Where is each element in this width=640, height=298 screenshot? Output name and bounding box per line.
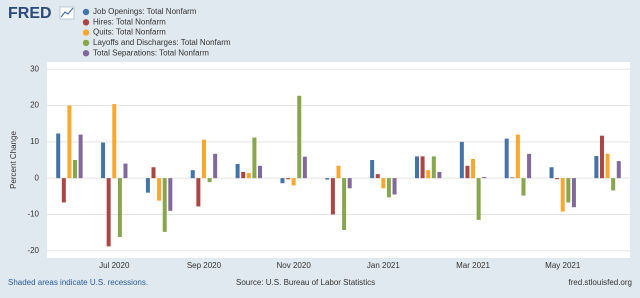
bar <box>381 178 386 189</box>
bar <box>56 133 61 179</box>
bar <box>168 178 173 211</box>
legend-label: Layoffs and Discharges: Total Nonfarm <box>93 38 231 47</box>
x-tick-label: Sep 2020 <box>187 261 222 270</box>
bar <box>336 165 341 179</box>
x-tick-label: Jan 2021 <box>367 261 400 270</box>
bar <box>157 178 162 201</box>
legend-marker <box>82 29 90 36</box>
bar <box>594 156 599 179</box>
bar <box>347 178 352 189</box>
x-tick-label: Nov 2020 <box>277 261 312 270</box>
x-tick-label: May 2021 <box>545 261 581 270</box>
bar <box>151 167 156 179</box>
bar <box>61 178 66 203</box>
bar <box>504 138 509 179</box>
bar <box>437 171 442 179</box>
bar <box>370 160 375 179</box>
x-tick-label: Mar 2021 <box>456 261 490 270</box>
bar <box>414 156 419 179</box>
bar <box>325 178 330 180</box>
legend-marker <box>82 19 90 26</box>
y-tick-label: -10 <box>27 210 39 219</box>
bar <box>566 178 571 203</box>
y-tick-label: 10 <box>30 137 39 146</box>
bar <box>521 178 526 196</box>
bar <box>196 178 201 207</box>
bar <box>78 134 83 179</box>
brand-icon <box>59 6 75 20</box>
bar <box>476 178 481 220</box>
y-tick-label: 20 <box>30 101 39 110</box>
bar <box>482 177 487 179</box>
brand-logo: FRED <box>8 5 52 22</box>
legend-label: Job Openings: Total Nonfarm <box>93 7 197 16</box>
bar <box>190 170 195 179</box>
x-tick-label: Jul 2020 <box>99 261 130 270</box>
bar <box>392 178 397 195</box>
plot-area <box>47 62 630 258</box>
bar <box>123 163 128 179</box>
legend-label: Hires: Total Nonfarm <box>93 17 166 26</box>
bar <box>431 156 436 179</box>
bar <box>213 153 218 179</box>
bar <box>201 139 206 179</box>
legend-marker <box>82 50 90 57</box>
y-tick-label: 30 <box>30 64 39 73</box>
bar <box>101 142 106 179</box>
bar <box>375 174 380 179</box>
bar <box>420 156 425 179</box>
bar <box>571 178 576 208</box>
bar <box>258 165 263 179</box>
bar <box>297 95 302 179</box>
bar <box>73 160 78 179</box>
bar <box>112 104 117 179</box>
bar <box>246 173 251 179</box>
bar <box>616 161 621 179</box>
legend-marker <box>82 39 90 47</box>
bar <box>386 178 391 198</box>
site-url: fred.stlouisfed.org <box>568 278 632 287</box>
bar <box>515 134 520 179</box>
recession-note: Shaded areas indicate U.S. recessions. <box>8 278 148 287</box>
y-tick-label: -20 <box>27 246 39 255</box>
bar <box>252 137 257 179</box>
source-note: Source: U.S. Bureau of Labor Statistics <box>236 278 375 287</box>
bar <box>549 167 554 179</box>
bar <box>599 135 604 179</box>
bar <box>162 178 167 232</box>
bar <box>510 177 515 179</box>
bar <box>280 178 285 184</box>
legend-label: Total Separations: Total Nonfarm <box>93 48 209 57</box>
bar <box>235 163 240 179</box>
bar <box>555 178 560 180</box>
bar <box>560 178 565 212</box>
bar <box>291 178 296 186</box>
bar <box>106 178 111 247</box>
bar <box>426 170 431 179</box>
bar <box>117 178 122 237</box>
bar <box>241 171 246 179</box>
bar <box>465 165 470 179</box>
legend-label: Quits: Total Nonfarm <box>93 28 166 37</box>
bar <box>302 156 307 179</box>
bar <box>611 178 616 191</box>
legend-marker <box>82 8 90 16</box>
bar <box>67 105 72 179</box>
y-tick-label: 0 <box>35 173 40 182</box>
bar <box>207 178 212 183</box>
bar <box>330 178 335 215</box>
y-axis-label: Percent Change <box>9 131 18 189</box>
bar <box>527 153 532 179</box>
bar <box>342 178 347 231</box>
bar <box>605 153 610 179</box>
bar <box>145 178 150 193</box>
bar <box>286 178 291 180</box>
bar <box>459 141 464 179</box>
bar <box>471 158 476 179</box>
